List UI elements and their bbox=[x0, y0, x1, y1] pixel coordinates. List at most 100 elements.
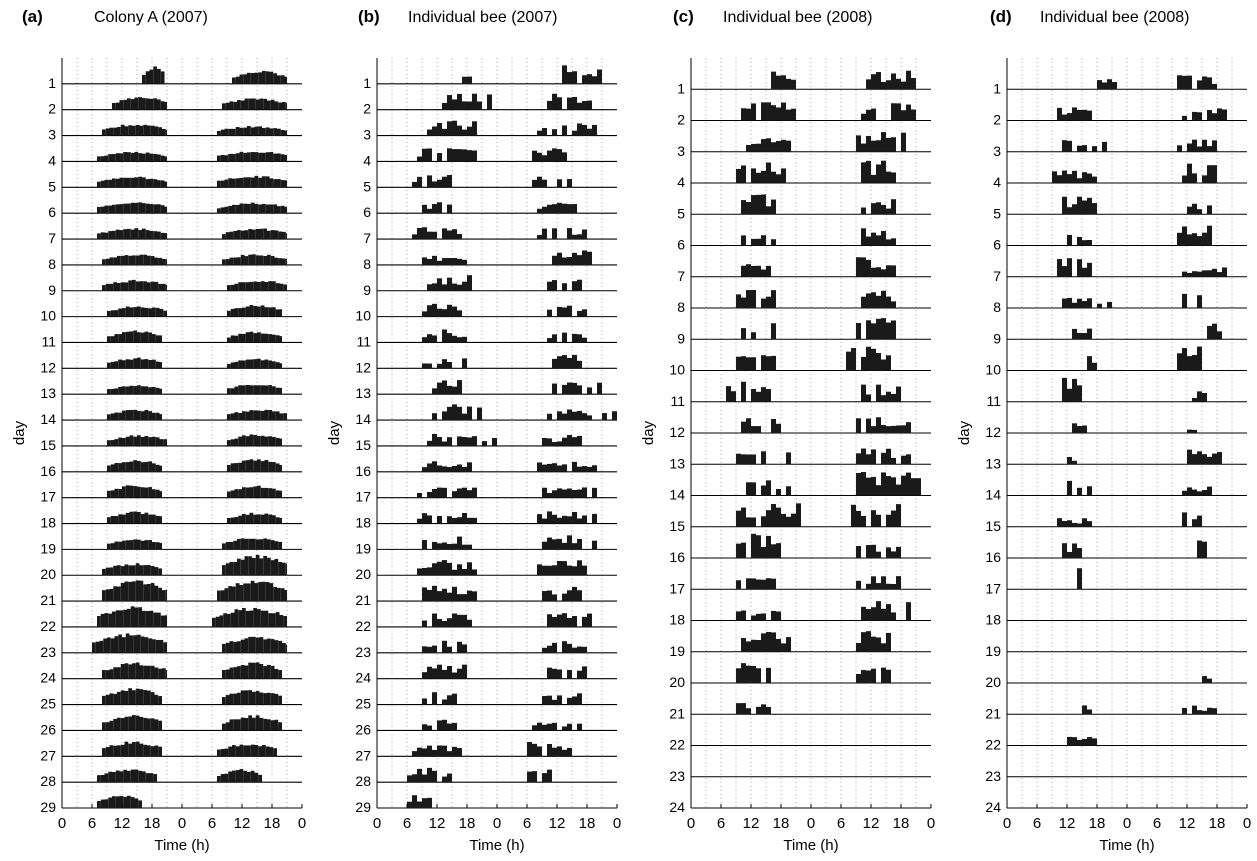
activity-bar bbox=[557, 306, 562, 317]
day-row-20: 20 bbox=[355, 560, 617, 582]
activity-bar bbox=[861, 356, 866, 371]
activity-bar bbox=[1062, 170, 1067, 183]
activity-bar bbox=[437, 591, 442, 602]
activity-bar bbox=[257, 332, 261, 343]
activity-bar bbox=[1077, 385, 1082, 402]
day-label: 12 bbox=[355, 359, 371, 375]
activity-bar bbox=[861, 228, 866, 246]
activity-bar bbox=[278, 102, 282, 110]
activity-bar bbox=[264, 513, 269, 524]
activity-bar bbox=[1212, 268, 1217, 277]
day-label: 1 bbox=[677, 80, 685, 96]
activity-bar bbox=[442, 329, 447, 343]
activity-bar bbox=[230, 439, 235, 446]
activity-bar bbox=[1202, 676, 1207, 683]
activity-bar bbox=[144, 307, 149, 317]
x-tick-label: 6 bbox=[208, 815, 216, 832]
activity-bar bbox=[273, 153, 277, 162]
activity-bar bbox=[866, 418, 871, 433]
activity-bar bbox=[249, 434, 254, 446]
activity-bar bbox=[249, 331, 254, 343]
activity-bar bbox=[582, 309, 587, 317]
activity-bar bbox=[108, 179, 112, 188]
activity-bar bbox=[148, 461, 152, 472]
activity-bar bbox=[257, 306, 261, 317]
activity-bar bbox=[165, 259, 167, 265]
activity-bar bbox=[567, 617, 572, 627]
activity-bar bbox=[278, 541, 282, 550]
activity-bar bbox=[217, 208, 221, 214]
day-row-12: 12 bbox=[985, 423, 1247, 440]
activity-bar bbox=[1212, 165, 1217, 183]
day-row-20: 20 bbox=[40, 554, 302, 582]
activity-bar bbox=[437, 487, 442, 498]
activity-bar bbox=[129, 385, 134, 395]
activity-bar bbox=[220, 129, 225, 136]
activity-bar bbox=[886, 391, 891, 402]
activity-bar bbox=[552, 255, 557, 265]
x-axis-label: Time (h) bbox=[783, 837, 838, 854]
activity-bar bbox=[150, 718, 155, 731]
activity-bar bbox=[567, 409, 572, 421]
day-row-7: 7 bbox=[677, 257, 931, 284]
activity-bar bbox=[259, 637, 264, 653]
day-row-10: 10 bbox=[355, 303, 617, 324]
panel-a-title: Colony A (2007) bbox=[94, 9, 208, 26]
activity-bar bbox=[1067, 174, 1072, 183]
activity-bar bbox=[871, 668, 876, 683]
activity-bar bbox=[143, 565, 147, 576]
activity-bar bbox=[856, 546, 861, 558]
day-row-9: 9 bbox=[677, 318, 931, 346]
activity-bar bbox=[145, 203, 150, 214]
activity-bar bbox=[125, 485, 130, 498]
activity-bar bbox=[217, 749, 221, 757]
activity-bar bbox=[766, 510, 771, 527]
activity-bar bbox=[876, 164, 881, 183]
activity-bar bbox=[224, 128, 229, 136]
activity-bar bbox=[1067, 388, 1072, 402]
activity-bar bbox=[109, 567, 114, 576]
activity-bar bbox=[781, 75, 786, 90]
activity-bar bbox=[115, 610, 120, 627]
activity-bar bbox=[225, 722, 230, 731]
activity-bar bbox=[137, 435, 141, 446]
day-label: 8 bbox=[48, 256, 56, 272]
x-tick-label: 0 bbox=[1003, 815, 1011, 832]
activity-bar bbox=[856, 510, 861, 527]
activity-bar bbox=[592, 487, 597, 498]
activity-bar bbox=[284, 590, 287, 602]
activity-bar bbox=[447, 467, 452, 472]
activity-bar bbox=[552, 148, 557, 162]
activity-bar bbox=[125, 540, 130, 550]
activity-bar bbox=[253, 486, 257, 498]
activity-bar bbox=[130, 797, 135, 808]
activity-bar bbox=[279, 517, 282, 524]
activity-bar bbox=[280, 180, 285, 188]
activity-bar bbox=[871, 426, 876, 433]
activity-bar bbox=[147, 125, 151, 136]
activity-bar bbox=[851, 504, 856, 527]
activity-bar bbox=[145, 152, 150, 162]
activity-bar bbox=[272, 515, 276, 524]
activity-bar bbox=[238, 610, 242, 627]
activity-bar bbox=[587, 613, 592, 627]
activity-bar bbox=[427, 440, 432, 446]
activity-bar bbox=[447, 361, 452, 369]
activity-bar bbox=[232, 178, 236, 188]
activity-bar bbox=[158, 668, 162, 679]
activity-bar bbox=[137, 357, 141, 369]
activity-bar bbox=[157, 180, 161, 188]
activity-bar bbox=[582, 337, 587, 343]
activity-bar bbox=[1217, 272, 1222, 277]
activity-bar bbox=[147, 745, 151, 757]
activity-bar bbox=[155, 335, 160, 343]
activity-bar bbox=[284, 180, 287, 188]
activity-bar bbox=[263, 98, 267, 110]
activity-bar bbox=[447, 618, 452, 627]
activity-bar bbox=[123, 152, 127, 162]
activity-bar bbox=[1197, 710, 1202, 715]
activity-bar bbox=[427, 334, 432, 343]
activity-bar bbox=[222, 565, 226, 576]
activity-bar bbox=[462, 487, 467, 498]
activity-bar bbox=[148, 638, 152, 653]
